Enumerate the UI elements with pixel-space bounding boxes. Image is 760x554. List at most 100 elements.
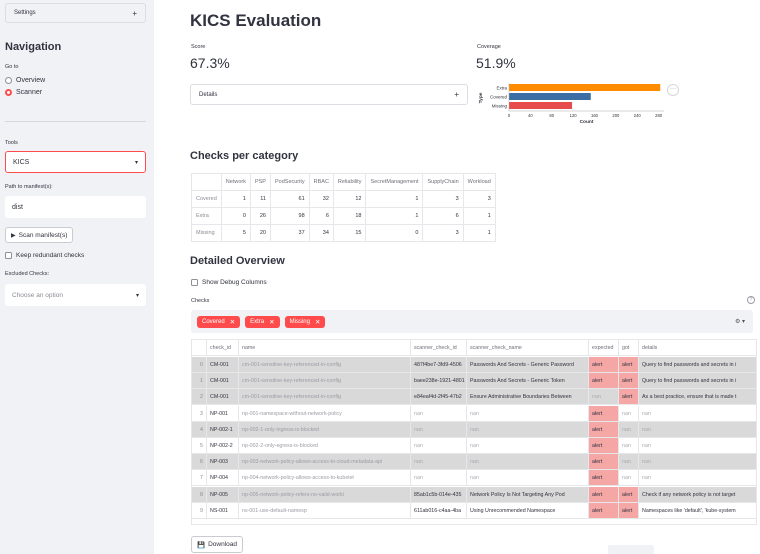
column-header[interactable]: got (619, 340, 639, 356)
column-header[interactable]: check_id (207, 340, 239, 356)
table-cell: alert (619, 357, 639, 373)
table-cell: nan (411, 438, 467, 454)
score-label: Score (191, 44, 206, 50)
table-row[interactable]: 6 NP-003 np-003-network-policy-allows-acce… (192, 454, 756, 471)
table-cell: nan (619, 438, 639, 454)
category-cell: 32 (308, 190, 334, 208)
category-cell: 20 (249, 224, 271, 242)
checks-label: Checks (191, 298, 210, 304)
download-button[interactable]: 💾 Download (191, 536, 244, 553)
column-header[interactable]: scanner_check_id (411, 340, 467, 356)
category-col-header: Workload (462, 173, 496, 191)
table-cell: 3 (192, 405, 207, 422)
tools-select[interactable]: KICS ▾ (5, 151, 146, 173)
navigation-title: Navigation (5, 41, 62, 53)
table-row[interactable]: 9 NS-001 ns-001-use-default-namesp 611ab016… (192, 502, 756, 519)
close-icon[interactable]: ✕ (314, 318, 321, 326)
category-cell: 26 (249, 207, 271, 225)
bar-covered (509, 93, 591, 100)
table-cell: np-005-network-policy-refers-no-valid-wo… (239, 486, 411, 503)
table-cell: 1 (192, 373, 207, 390)
table-cell: Using Unrecommended Namespace (467, 502, 589, 519)
tag-missing-label: Missing (289, 318, 310, 325)
category-col-header: PodSecurity (269, 173, 310, 191)
settings-expander[interactable]: Settings + (5, 3, 146, 23)
table-cell: Check if any network policy is not targe… (639, 487, 756, 503)
help-icon[interactable]: ? (747, 296, 755, 304)
excluded-checks-select[interactable]: Choose an option ▾ (5, 284, 146, 306)
manifest-path-input[interactable]: dist (5, 196, 146, 218)
checks-multiselect[interactable]: Covered ✕ Extra ✕ Missing ✕ ⚙ ▾ (191, 310, 753, 333)
horizontal-scrollbar[interactable] (608, 545, 654, 554)
tag-extra[interactable]: Extra ✕ (245, 315, 280, 328)
category-cell: 18 (332, 207, 367, 225)
table-cell: nan (619, 470, 639, 487)
settings-label: Settings (14, 10, 36, 16)
category-tick-label: Missing (492, 104, 508, 109)
table-cell: nan (589, 389, 619, 406)
category-cell: 12 (332, 190, 367, 208)
table-cell: 5 (192, 438, 207, 454)
table-cell: NP-002-2 (207, 438, 239, 454)
category-cell: 1 (462, 224, 496, 242)
table-row[interactable]: 2 CM-001 cm-001-sensitive-key-referenced-i… (192, 389, 756, 406)
table-row[interactable]: 3 NP-001 np-001-namespace-without-network-… (192, 405, 756, 422)
tag-missing[interactable]: Missing ✕ (284, 315, 326, 328)
radio-scanner[interactable]: Scanner (5, 89, 42, 96)
table-cell: NP-001 (207, 405, 239, 422)
x-tick-label: 40 (528, 113, 533, 118)
floppy-disk-icon: 💾 (197, 541, 206, 549)
x-tick-label: 0 (508, 113, 511, 118)
table-row[interactable]: 7 NP-004 np-004-network-policy-allows-acce… (192, 470, 756, 487)
scan-manifests-button[interactable]: ▶ Scan manifest(s) (5, 227, 74, 243)
details-expander[interactable]: Details + (190, 84, 468, 105)
table-cell: 9 (192, 502, 207, 519)
column-header[interactable]: scanner_check_name (467, 340, 589, 356)
category-col-header: RBAC (308, 173, 334, 191)
tag-covered[interactable]: Covered ✕ (197, 315, 241, 328)
table-cell: np-001-namespace-without-network-policy (239, 405, 411, 422)
table-cell: 611ab016-c4aa-4ba (411, 502, 467, 519)
checks-dataframe[interactable]: check_id name scanner_check_id scanner_chec… (191, 339, 757, 525)
detailed-overview-title: Detailed Overview (190, 255, 285, 267)
table-cell: nan (619, 405, 639, 422)
table-cell: baee238e-1921-4801 (411, 373, 467, 390)
category-row-label: Covered (191, 190, 222, 208)
table-row[interactable]: 0 CM-001 cm-001-sensitive-key-referenced-i… (192, 357, 756, 373)
table-cell: CM-001 (207, 357, 239, 373)
table-cell: alert (589, 486, 619, 503)
category-row: Extra 0 26 98 6 18 1 6 1 (191, 207, 496, 225)
chevron-down-icon: ▾ (135, 292, 139, 299)
column-header[interactable]: details (639, 340, 756, 356)
table-row[interactable]: 5 NP-002-2 np-002-2-only-egress-is-blocked… (192, 438, 756, 454)
category-row: Missing 5 20 37 34 15 0 3 1 (191, 224, 496, 242)
close-icon[interactable]: ✕ (269, 318, 275, 326)
category-cell: 61 (269, 190, 310, 208)
table-cell: nan (411, 421, 467, 438)
table-cell: ns-001-use-default-namesp (239, 502, 411, 519)
column-header[interactable] (192, 340, 207, 356)
table-row[interactable]: 8 NP-005 np-005-network-policy-refers-no-v… (192, 486, 756, 503)
multiselect-menu-icon[interactable]: ⚙ ▾ (734, 319, 745, 325)
table-cell: 487f4be7-3fd9-4506 (411, 357, 467, 373)
table-cell: 2 (192, 389, 207, 406)
table-cell: nan (411, 470, 467, 487)
column-header[interactable]: expected (589, 340, 619, 356)
category-cell: 1 (462, 207, 496, 225)
category-cell: 3 (422, 190, 464, 208)
radio-overview[interactable]: Overview (5, 77, 45, 84)
table-row[interactable]: 4 NP-002-1 np-002-1-only-ingress-is-blocke… (192, 421, 756, 438)
table-cell: nan (467, 438, 589, 454)
keep-redundant-checkbox[interactable]: Keep redundant checks (5, 252, 84, 259)
close-icon[interactable]: ✕ (229, 318, 236, 326)
table-cell: Query to find passwords and secrets in i (639, 357, 756, 373)
category-cell: 3 (462, 190, 496, 208)
chart-menu-icon[interactable]: ··· (667, 84, 679, 96)
table-cell: np-003-network-policy-allows-access-to-c… (239, 454, 411, 471)
show-debug-columns-checkbox[interactable]: Show Debug Columns (191, 279, 267, 286)
goto-label: Go to (5, 64, 19, 70)
table-row[interactable]: 1 CM-001 cm-001-sensitive-key-referenced-i… (192, 373, 756, 390)
column-header[interactable]: name (239, 340, 411, 356)
category-col-header: PSP (249, 173, 271, 191)
category-tick-label: Extra (496, 86, 507, 91)
